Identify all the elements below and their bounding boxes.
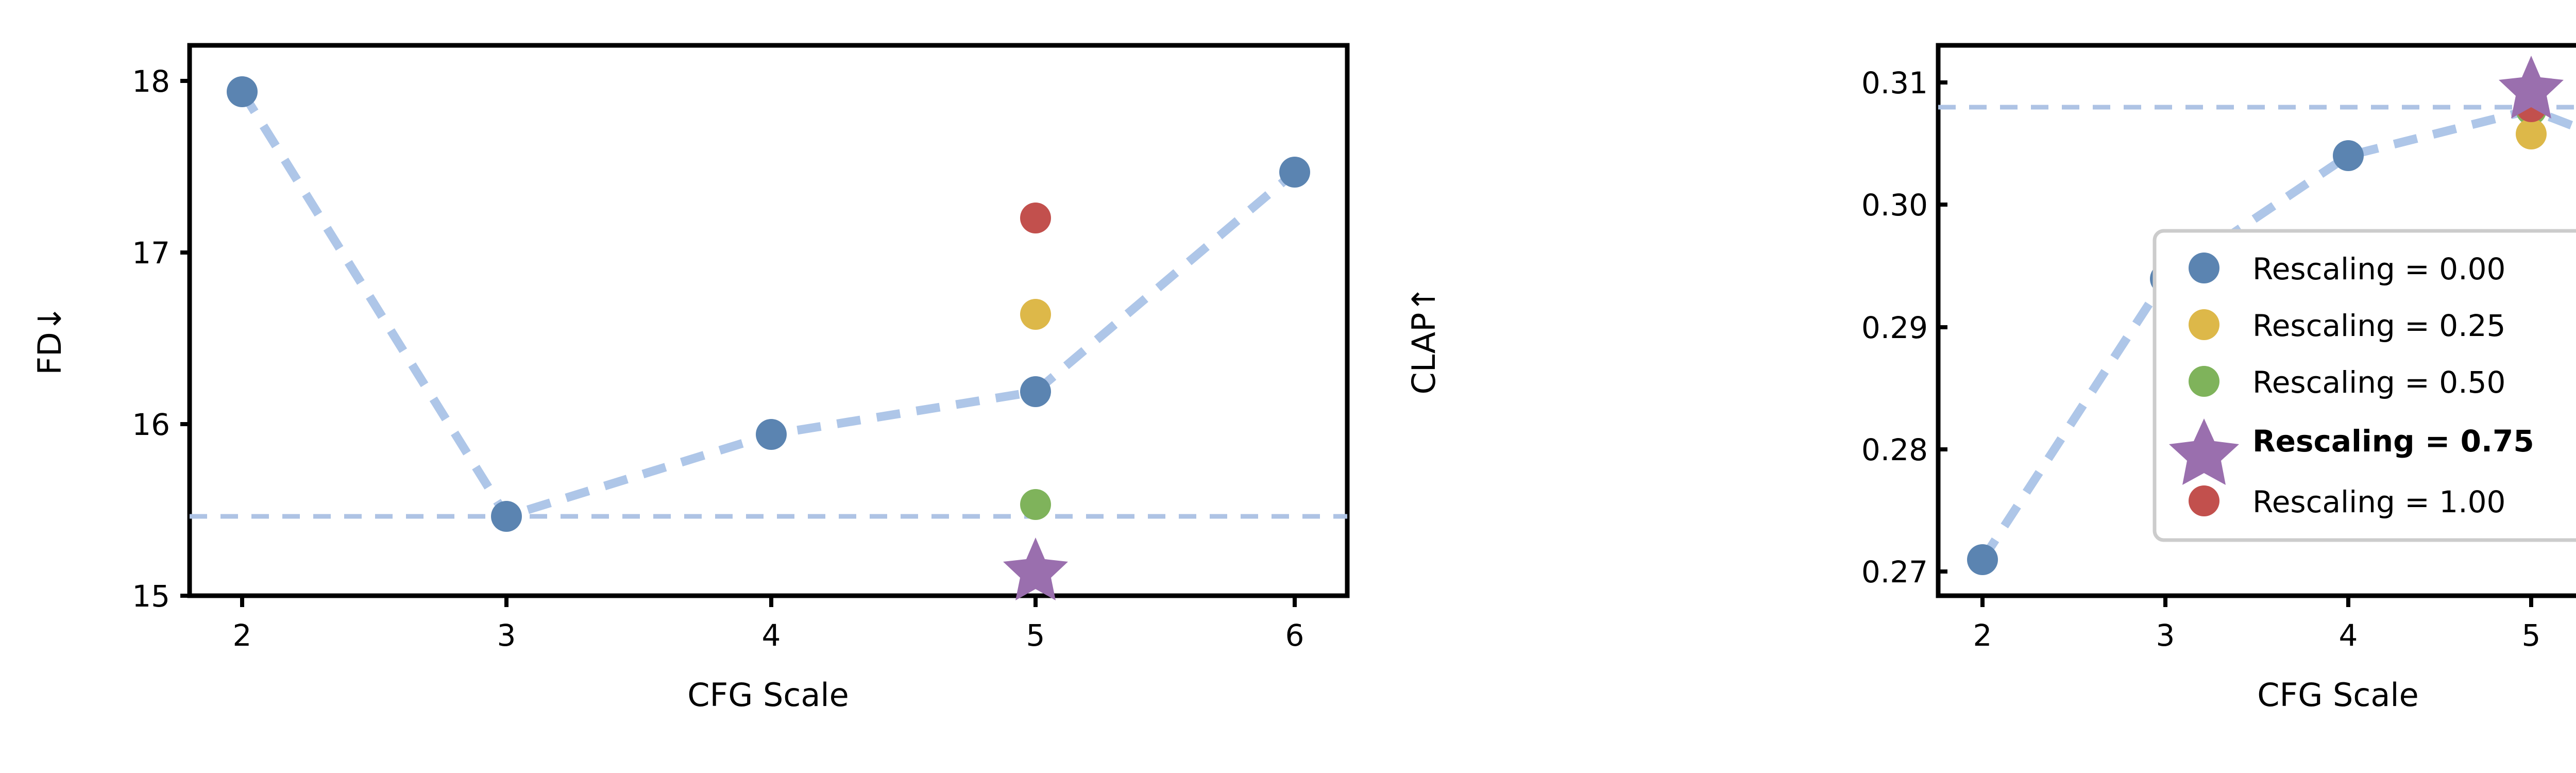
series-line-rescaling-0-clap-visible (1978, 105, 2576, 562)
legend-label-rescaling-050[interactable]: Rescaling = 0.50 (2252, 365, 2505, 400)
x-tick-label: 3 (497, 618, 516, 653)
legend-marker-rescaling-025 (2189, 309, 2219, 340)
legend-marker-rescaling-100 (2189, 485, 2219, 516)
legend-marker-rescaling-050 (2189, 366, 2219, 397)
y-tick-label: 16 (132, 407, 170, 442)
clap-plot-svg: CLAP↑ 0.31 0.30 0.29 0.28 0.27 (1405, 43, 2576, 714)
chart-panel-fd: FD↓ 18 17 16 15 (31, 43, 1350, 714)
data-point (756, 419, 787, 450)
x-tick-marks-fd (240, 596, 1297, 607)
x-tick-label: 5 (1026, 618, 1045, 653)
legend-marker-rescaling-075 (2169, 418, 2239, 485)
x-tick-marks-clap (1980, 596, 2533, 607)
data-point (1020, 376, 1051, 407)
data-point-rescaling-100-fd (1020, 203, 1051, 233)
y-tick-label: 18 (132, 64, 170, 99)
data-points-rescaling-0-fd (227, 76, 1310, 532)
x-axis-title-clap: CFG Scale (2257, 676, 2419, 714)
data-point-rescaling-025-fd (1020, 299, 1051, 330)
x-tick-labels-clap: 2 3 4 5 6 (1973, 618, 2541, 653)
x-tick-labels-fd: 2 3 4 5 6 (233, 618, 1304, 653)
legend-marker-rescaling-000 (2189, 253, 2219, 283)
legend-label-rescaling-100[interactable]: Rescaling = 1.00 (2252, 484, 2505, 519)
x-tick-label: 6 (1285, 618, 1304, 653)
data-point (227, 76, 258, 107)
data-point-rescaling-075-fd (1003, 537, 1068, 600)
x-tick-label: 2 (233, 618, 252, 653)
fd-plot-svg: FD↓ 18 17 16 15 (31, 43, 1350, 714)
y-tick-label: 0.31 (1861, 65, 1928, 100)
data-point (491, 501, 522, 532)
legend-label-rescaling-075[interactable]: Rescaling = 0.75 (2252, 424, 2534, 459)
legend-label-rescaling-000[interactable]: Rescaling = 0.00 (2252, 251, 2505, 287)
data-point-rescaling-050-fd (1020, 489, 1051, 520)
series-line-rescaling-0 (238, 89, 1298, 522)
data-point-rescaling-075-clap (2499, 56, 2564, 119)
legend[interactable]: Rescaling = 0.00 Rescaling = 0.25 Rescal… (2153, 229, 2576, 542)
x-tick-label: 4 (2339, 618, 2358, 653)
data-point (1967, 544, 1998, 575)
legend-background (2153, 229, 2576, 542)
x-tick-label: 2 (1973, 618, 1992, 653)
y-tick-label: 0.27 (1861, 554, 1928, 590)
data-point-rescaling-025-clap (2516, 119, 2547, 149)
y-tick-labels-clap: 0.31 0.30 0.29 0.28 0.27 (1861, 65, 1928, 590)
y-tick-labels-fd: 18 17 16 15 (132, 64, 170, 614)
axes-frame-fd (187, 43, 1350, 598)
y-axis-title-fd: FD↓ (31, 305, 69, 375)
x-tick-label: 5 (2522, 618, 2541, 653)
axes-frame-clap (1936, 43, 2576, 598)
data-point (1279, 157, 1310, 188)
chart-panel-clap: CLAP↑ 0.31 0.30 0.29 0.28 0.27 (1391, 0, 2576, 773)
x-tick-label: 3 (2156, 618, 2175, 653)
x-axis-title-fd: CFG Scale (687, 676, 849, 714)
legend-label-rescaling-025[interactable]: Rescaling = 0.25 (2252, 308, 2505, 343)
y-axis-title-clap: CLAP↑ (1405, 285, 1443, 394)
y-tick-label: 0.28 (1861, 432, 1928, 467)
y-tick-label: 0.30 (1861, 188, 1928, 223)
data-point (2333, 140, 2364, 171)
x-tick-label: 4 (762, 618, 781, 653)
y-tick-label: 17 (132, 236, 170, 271)
y-tick-label: 0.29 (1861, 310, 1928, 345)
y-tick-label: 15 (132, 579, 170, 614)
